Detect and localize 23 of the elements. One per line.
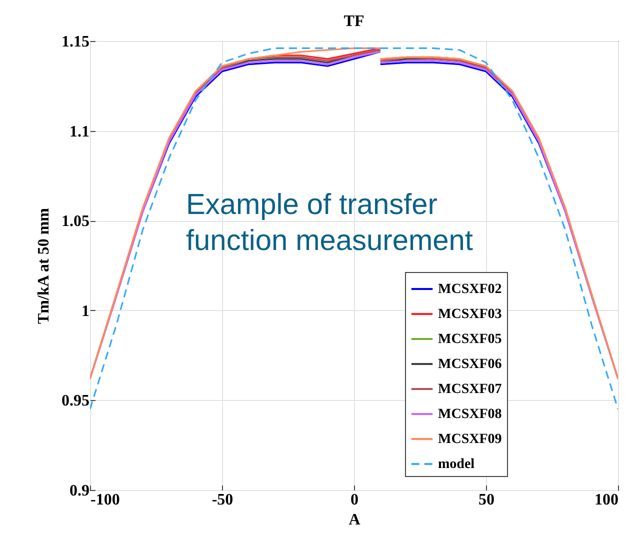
- legend-label: model: [438, 457, 475, 472]
- chart-title: TF: [344, 13, 364, 30]
- legend-label: MCSXF07: [438, 382, 502, 397]
- y-axis-title: Tm/kA at 50 mm: [36, 207, 52, 324]
- legend-label: MCSXF09: [438, 432, 502, 447]
- y-tick-label: 0.9: [70, 482, 90, 500]
- x-tick-label: 100: [594, 492, 618, 508]
- y-tick-label: 1: [82, 302, 90, 320]
- legend-label: MCSXF02: [438, 282, 502, 297]
- legend-label: MCSXF08: [438, 407, 502, 422]
- legend-label: MCSXF06: [438, 357, 502, 372]
- y-tick-label: 1.1: [70, 123, 90, 140]
- y-tick-label: 1.05: [62, 213, 90, 230]
- x-tick-label: 0: [350, 492, 358, 508]
- legend-label: MCSXF03: [438, 307, 502, 322]
- annotation: Example of transfer function measurement: [186, 189, 473, 257]
- y-tick-label: 1.15: [62, 34, 90, 50]
- x-tick-label: -50: [212, 492, 234, 508]
- x-axis-title: A: [348, 512, 361, 528]
- x-tick-label: -100: [90, 492, 120, 508]
- x-tick-label: 50: [478, 492, 494, 508]
- legend-label: MCSXF05: [438, 332, 502, 347]
- y-tick-label: 0.95: [62, 392, 90, 410]
